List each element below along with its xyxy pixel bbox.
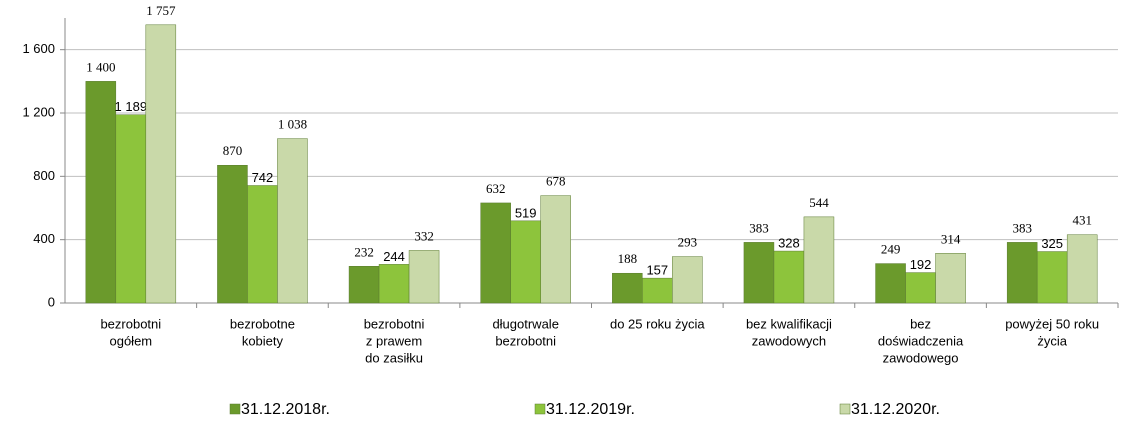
- data-label: 232: [354, 244, 374, 259]
- data-label: 249: [881, 242, 901, 257]
- legend-swatch: [534, 403, 546, 415]
- data-label: 632: [486, 181, 506, 196]
- legend-swatch: [229, 403, 241, 415]
- x-tick-label: bezrobotni: [100, 316, 161, 331]
- data-label: 325: [1041, 236, 1063, 251]
- data-label: 742: [252, 170, 274, 185]
- data-label: 1 400: [86, 59, 115, 74]
- bar: [480, 202, 511, 304]
- bar: [803, 216, 835, 304]
- x-tick-label: życia: [1037, 333, 1067, 348]
- data-label: 678: [546, 174, 566, 189]
- bar: [773, 250, 805, 304]
- bar: [277, 138, 308, 304]
- data-label: 188: [618, 251, 638, 266]
- data-label: 192: [910, 257, 932, 272]
- y-tick-label: 400: [33, 231, 55, 246]
- x-tick-label: bez: [910, 316, 931, 331]
- bar: [247, 185, 278, 304]
- y-tick-label: 1 600: [22, 41, 55, 56]
- x-tick-label: z prawem: [366, 333, 422, 348]
- x-tick-label: bez kwalifikacji: [746, 316, 832, 331]
- legend-label: 31.12.2018r.: [241, 401, 330, 418]
- x-tick-label: powyżej 50 roku: [1005, 316, 1099, 331]
- bar: [875, 263, 906, 304]
- data-label: 544: [809, 195, 829, 210]
- data-label: 314: [941, 231, 961, 246]
- bar: [743, 242, 775, 304]
- data-label: 244: [383, 249, 405, 264]
- data-label: 383: [749, 220, 769, 235]
- x-tick-label: bezrobotne: [230, 316, 295, 331]
- bar: [905, 272, 936, 304]
- x-tick-label: do zasiłku: [365, 350, 423, 365]
- bar: [642, 277, 673, 304]
- data-label: 383: [1012, 220, 1032, 235]
- data-label: 157: [646, 263, 668, 278]
- x-tick-label: kobiety: [242, 333, 284, 348]
- bar: [145, 24, 177, 304]
- bar: [672, 256, 703, 304]
- bar: [1066, 234, 1098, 304]
- bar: [510, 220, 541, 304]
- bar: [1036, 251, 1068, 304]
- data-label: 870: [223, 143, 243, 158]
- y-tick-label: 800: [33, 168, 55, 183]
- bar: [348, 266, 380, 304]
- x-tick-label: bezrobotni: [364, 316, 425, 331]
- bar: [1006, 242, 1038, 304]
- bar: [85, 81, 117, 304]
- data-label: 519: [515, 205, 537, 220]
- x-tick-label: doświadczenia: [878, 333, 964, 348]
- bar: [217, 165, 248, 304]
- x-tick-label: do 25 roku życia: [610, 316, 705, 331]
- data-label: 1 757: [146, 3, 176, 18]
- bar: [115, 114, 147, 304]
- x-tick-label: zawodowych: [752, 333, 826, 348]
- bar: [540, 195, 571, 304]
- x-tick-label: długotrwale: [492, 316, 559, 331]
- y-tick-label: 1 200: [22, 104, 55, 119]
- bar: [612, 272, 643, 304]
- data-label: 1 038: [278, 117, 307, 132]
- data-label: 431: [1072, 213, 1092, 228]
- bar: [378, 264, 410, 304]
- bar: [935, 253, 966, 304]
- x-tick-label: zawodowego: [883, 350, 959, 365]
- x-tick-label: ogółem: [109, 333, 152, 348]
- data-label: 293: [678, 235, 698, 250]
- data-label: 328: [778, 236, 800, 251]
- x-tick-label: bezrobotni: [495, 333, 556, 348]
- data-label: 1 189: [115, 99, 148, 114]
- bar: [408, 250, 440, 304]
- legend-label: 31.12.2019r.: [546, 401, 635, 418]
- legend-swatch: [839, 403, 851, 415]
- legend-label: 31.12.2020r.: [851, 401, 940, 418]
- data-label: 332: [414, 228, 434, 243]
- y-tick-label: 0: [48, 294, 55, 309]
